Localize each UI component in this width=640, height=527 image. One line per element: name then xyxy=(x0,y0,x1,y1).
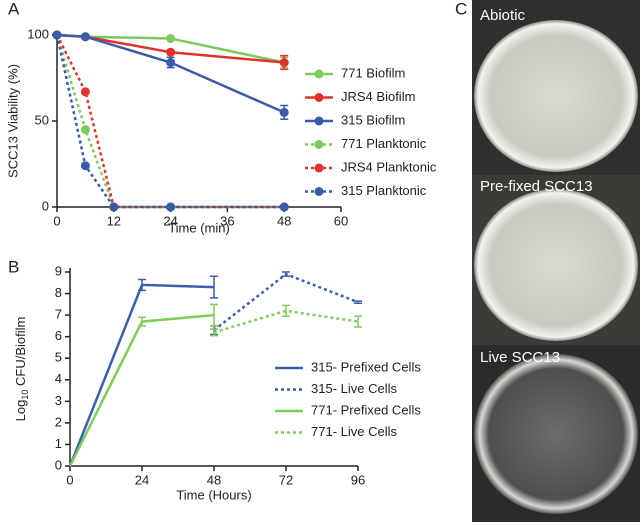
error-bar xyxy=(282,271,290,278)
y-tick-label: 50 xyxy=(35,112,49,127)
y-axis-label-part: CFU/Biofilm xyxy=(13,317,28,390)
legend-label: 771 Biofilm xyxy=(341,65,405,80)
error-bar xyxy=(210,303,218,327)
series-line xyxy=(56,33,285,114)
error-bar xyxy=(354,315,362,328)
data-point xyxy=(80,32,90,42)
error-bar xyxy=(138,278,146,292)
data-point xyxy=(279,107,289,117)
x-tick-label: 24 xyxy=(163,213,177,228)
x-tick-label: 48 xyxy=(277,213,291,228)
photo-label: Abiotic xyxy=(480,7,526,24)
panel-label: B xyxy=(8,257,19,276)
data-point xyxy=(166,47,176,57)
y-tick-label: 0 xyxy=(42,198,49,213)
x-tick-label: 96 xyxy=(351,472,365,487)
x-tick-label: 0 xyxy=(66,472,73,487)
data-point xyxy=(166,33,176,43)
error-bar xyxy=(210,328,218,337)
data-point xyxy=(166,202,176,212)
series-line xyxy=(55,34,285,209)
x-tick-label: 60 xyxy=(334,213,348,228)
x-axis-label: Time (min) xyxy=(168,220,230,235)
y-tick-label: 2 xyxy=(55,414,62,429)
error-bar xyxy=(210,275,218,299)
y-axis-label-part: Log xyxy=(13,400,28,422)
y-tick-label: 100 xyxy=(27,26,49,41)
panel-label: C xyxy=(455,0,467,18)
legend-marker xyxy=(314,116,324,126)
series-line xyxy=(213,309,359,334)
x-tick-label: 36 xyxy=(220,213,234,228)
y-tick-label: 1 xyxy=(55,436,62,451)
x-tick-label: 72 xyxy=(279,472,293,487)
legend-marker xyxy=(314,163,324,173)
photo-label: Live SCC13 xyxy=(480,349,560,366)
y-axis-label: Log10 CFU/Biofilm xyxy=(13,317,30,422)
y-axis-label: SCC13 Viability (%) xyxy=(5,64,20,178)
series-line xyxy=(68,283,215,467)
legend-label: 771- Prefixed Cells xyxy=(311,402,421,417)
y-tick-label: 4 xyxy=(55,371,62,386)
data-point xyxy=(166,58,176,68)
data-point xyxy=(279,58,289,68)
x-tick-label: 0 xyxy=(53,213,60,228)
error-bar xyxy=(354,300,362,305)
legend-marker xyxy=(314,93,324,102)
x-tick-label: 48 xyxy=(207,472,221,487)
legend-marker xyxy=(314,69,324,79)
y-tick-label: 0 xyxy=(55,457,62,472)
photo-panel: Abiotic Pre-fixed SCC13 Live SCC13 xyxy=(472,0,640,522)
legend-label: 315- Live Cells xyxy=(311,381,397,396)
x-tick-label: 24 xyxy=(135,472,149,487)
photo-label: Pre-fixed SCC13 xyxy=(480,178,593,195)
data-point xyxy=(80,161,90,171)
y-tick-label: 9 xyxy=(55,263,62,278)
legend-label: 315 Biofilm xyxy=(341,112,405,127)
data-point xyxy=(80,87,90,97)
data-point xyxy=(279,202,289,212)
legend-marker xyxy=(314,140,324,149)
data-point xyxy=(80,125,90,135)
error-bar xyxy=(138,316,146,327)
legend-label: 315 Planktonic xyxy=(341,183,427,198)
x-axis-label: Time (Hours) xyxy=(176,487,251,502)
panel-label: A xyxy=(8,0,20,18)
y-axis-label-sub: 10 xyxy=(20,390,30,400)
y-tick-label: 3 xyxy=(55,393,62,408)
legend-label: JRS4 Planktonic xyxy=(341,159,437,174)
legend-label: JRS4 Biofilm xyxy=(341,89,415,104)
x-tick-label: 12 xyxy=(107,213,121,228)
legend-label: 315- Prefixed Cells xyxy=(311,359,421,374)
y-tick-label: 6 xyxy=(55,328,62,343)
series-line xyxy=(213,272,359,332)
series-line xyxy=(68,313,215,467)
y-tick-label: 5 xyxy=(55,350,62,365)
y-tick-label: 8 xyxy=(55,285,62,300)
error-bar xyxy=(282,304,290,317)
legend-marker xyxy=(314,187,324,196)
legend-label: 771 Planktonic xyxy=(341,136,427,151)
y-tick-label: 7 xyxy=(55,307,62,322)
data-point xyxy=(52,30,62,40)
data-point xyxy=(109,202,119,212)
legend-label: 771- Live Cells xyxy=(311,424,397,439)
